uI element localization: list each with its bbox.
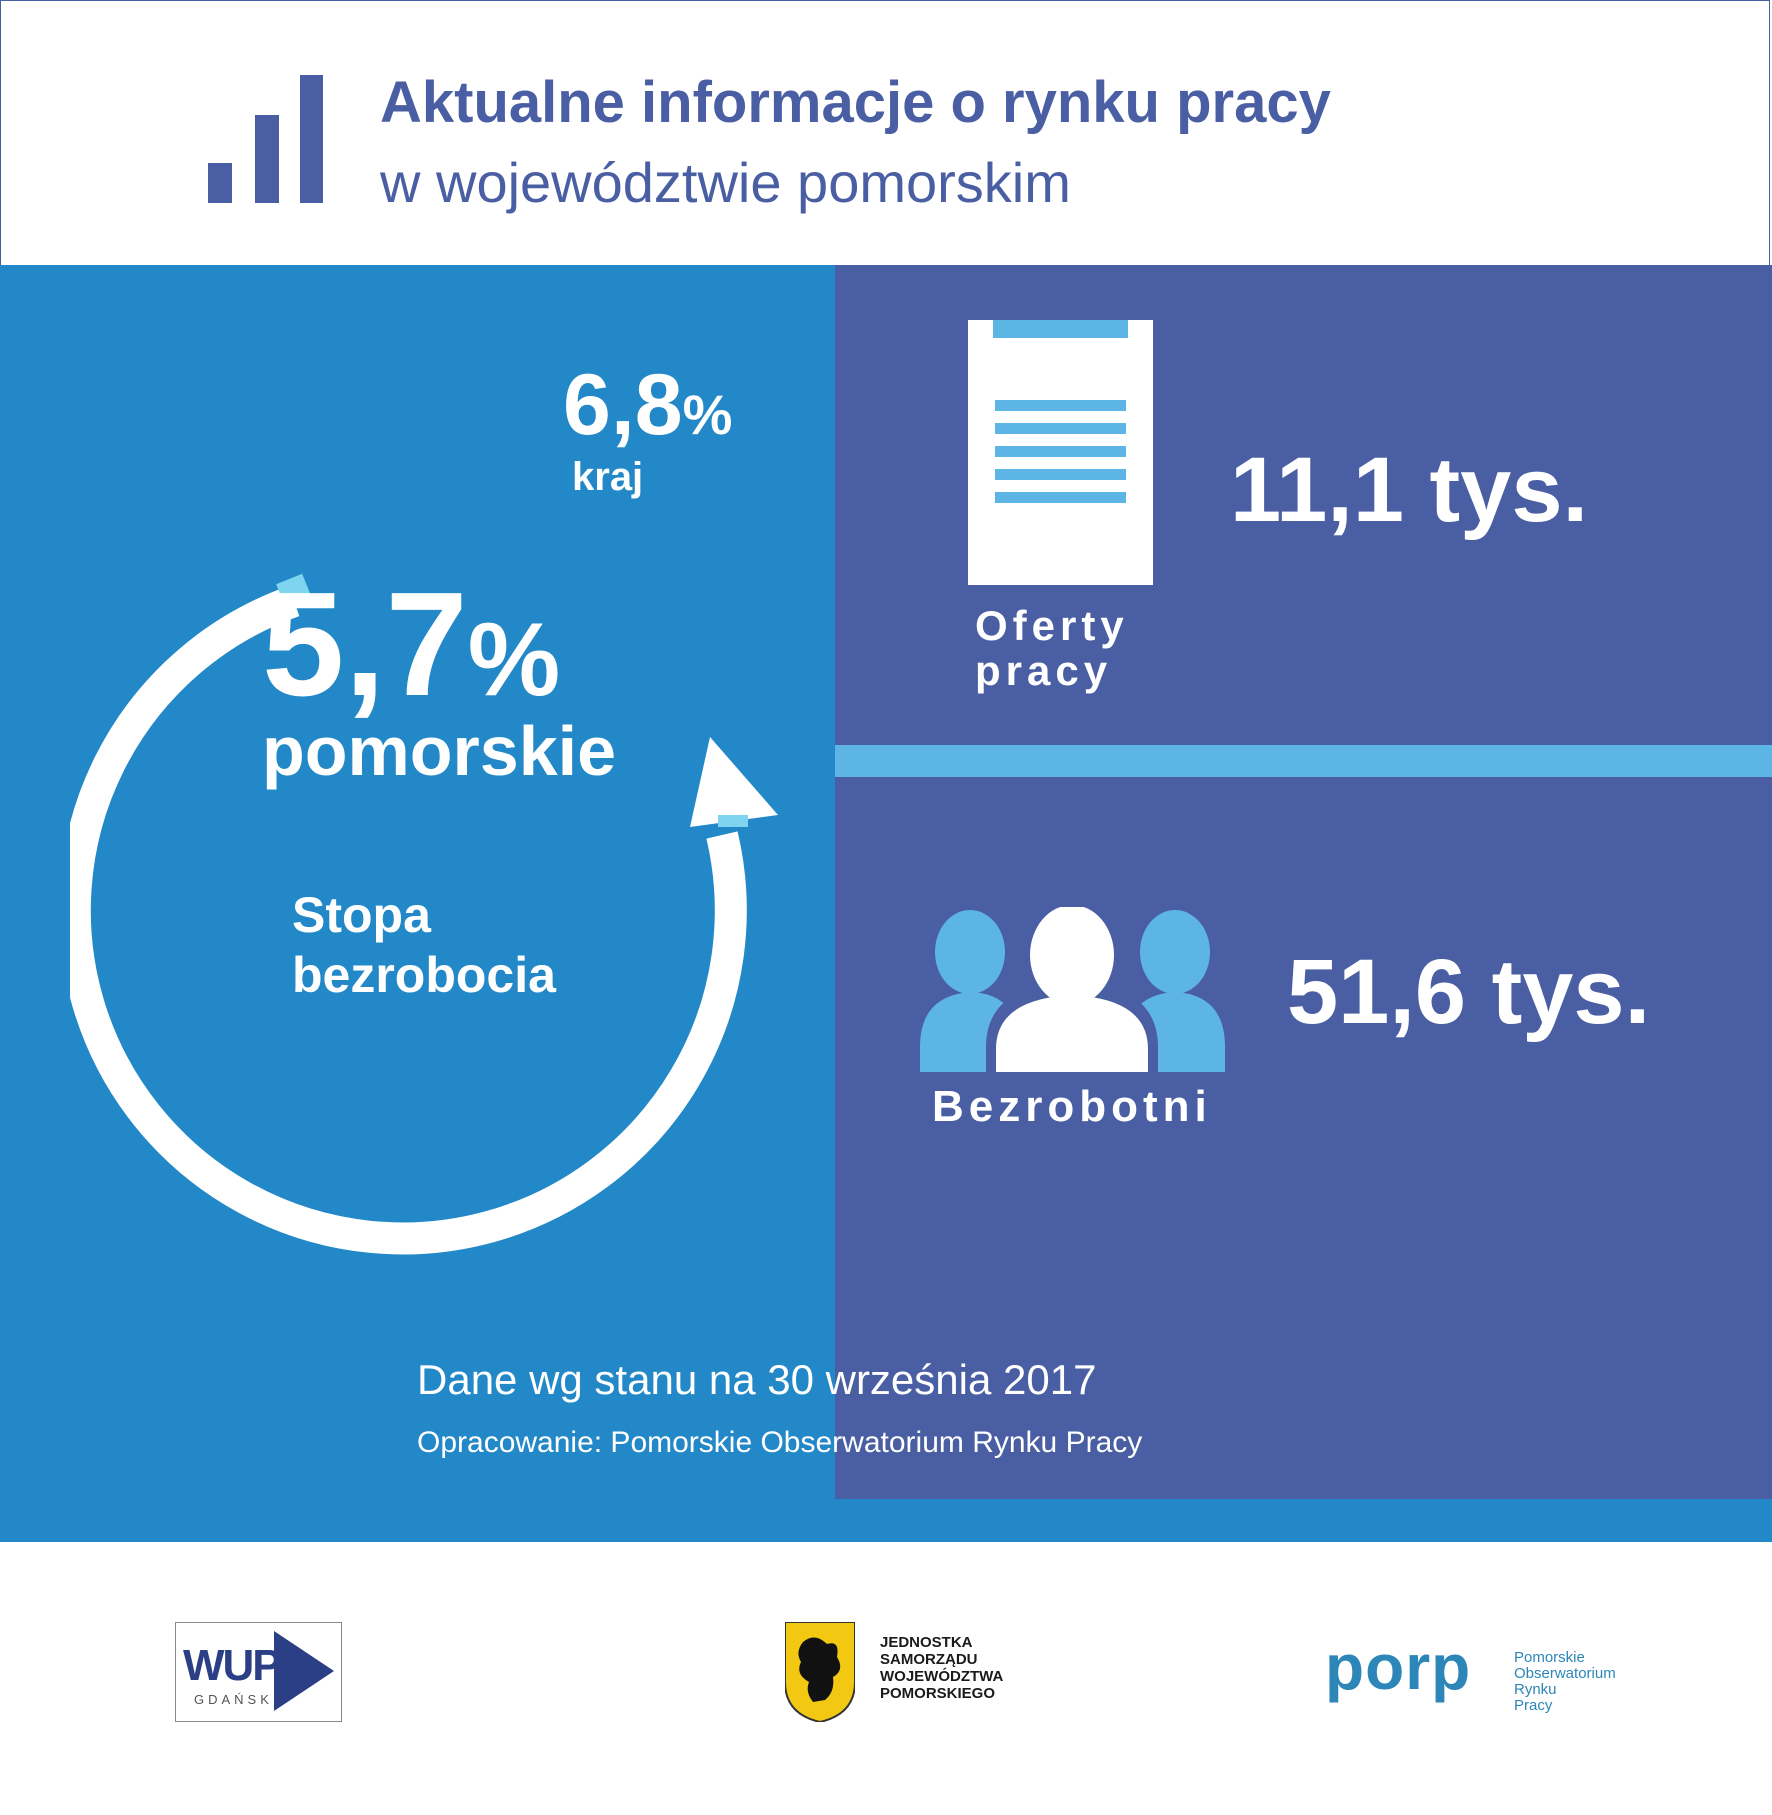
data-source-note: Opracowanie: Pomorskie Obserwatorium Ryn… — [417, 1426, 1143, 1459]
panel-divider — [835, 745, 1772, 777]
griffin-coat-of-arms-icon — [785, 1622, 855, 1722]
national-rate: 6,8% — [563, 355, 732, 465]
jsww-logo-text: JEDNOSTKA SAMORZĄDU WOJEWÓDZTWA POMORSKI… — [880, 1634, 1004, 1702]
wup-arrow-icon — [274, 1631, 334, 1711]
regional-rate-label: pomorskie — [262, 712, 616, 790]
data-date-note: Dane wg stanu na 30 września 2017 — [417, 1356, 1097, 1403]
job-offers-value: 11,1 tys. — [1230, 439, 1589, 541]
wup-logo-sub: GDAŃSK — [194, 1692, 273, 1707]
national-rate-unit: % — [682, 383, 733, 446]
rate-label-line2: bezrobocia — [292, 947, 556, 1003]
national-rate-label: kraj — [572, 455, 644, 499]
porp-logo-line4: Pracy — [1514, 1697, 1553, 1714]
job-offers-panel: Oferty pracy 11,1 tys. — [835, 265, 1772, 745]
regional-rate-value: 5,7 — [262, 562, 468, 727]
unemployed-label: Bezrobotni — [932, 1082, 1212, 1131]
porp-logo-line3: Rynku — [1514, 1681, 1557, 1698]
page-title: Aktualne informacje o rynku pracy — [380, 70, 1331, 135]
page-subtitle: w województwie pomorskim — [380, 151, 1071, 214]
footer-logos: WUP GDAŃSK JEDNOSTKA SAMORZĄDU WOJEWÓDZT… — [0, 1542, 1772, 1815]
unemployed-panel: Bezrobotni 51,6 tys. — [835, 777, 1772, 1499]
unemployed-value: 51,6 tys. — [1287, 941, 1651, 1043]
header: Aktualne informacje o rynku pracy w woje… — [0, 0, 1772, 265]
rate-label-line1: Stopa — [292, 887, 431, 943]
people-icon — [920, 907, 1225, 1072]
job-offers-label-line1: Oferty — [975, 602, 1129, 649]
job-offers-label-line2: pracy — [975, 647, 1113, 694]
circular-arrow-icon — [70, 573, 778, 1255]
wup-logo: WUP GDAŃSK — [175, 1622, 342, 1722]
porp-logo-mark: porp — [1325, 1631, 1472, 1703]
porp-logo-line1: Pomorskie — [1514, 1649, 1585, 1666]
document-icon — [968, 320, 1153, 585]
national-rate-value: 6,8 — [563, 357, 683, 453]
regional-rate-unit: % — [467, 602, 561, 718]
wup-logo-main: WUP — [183, 1641, 282, 1690]
bar-chart-icon — [208, 75, 323, 203]
porp-logo-line2: Obserwatorium — [1514, 1665, 1616, 1682]
main-panel: 6,8% kraj 5,7% pomorskie Stopa bezroboci… — [0, 265, 1772, 1542]
regional-rate: 5,7% — [262, 565, 560, 740]
